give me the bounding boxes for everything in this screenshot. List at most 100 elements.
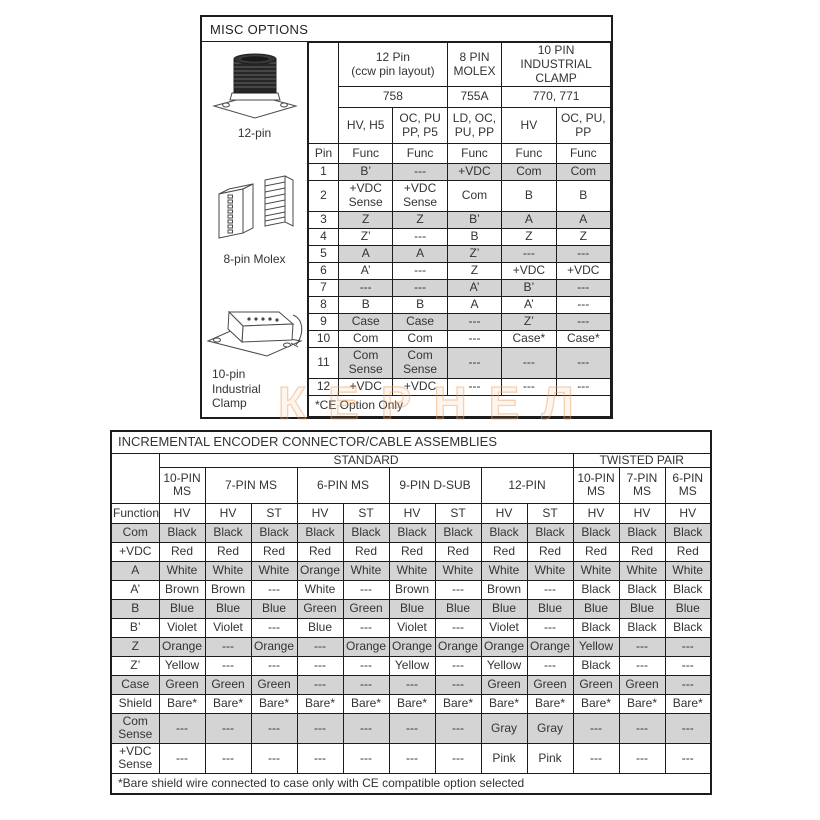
misc-header-variants-row: HV, H5 OC, PU PP, P5 LD, OC, PU, PP HV O… — [309, 107, 612, 145]
encoder-row: Com Black Black Black Black Black Black Black Bl… — [110, 522, 712, 543]
connector-header: 6-PIN MS — [664, 466, 712, 504]
wire-color-cell: --- — [618, 655, 666, 676]
variant-header: HV — [501, 107, 557, 145]
encoder-row: Com Sense --- --- --- --- --- --- --- Gray Gray --… — [110, 712, 712, 744]
misc-func-cell: --- — [392, 163, 448, 182]
wire-color-cell: White — [618, 560, 666, 581]
pin-number: 7 — [308, 278, 339, 297]
misc-pin-row: 11 Com Sense Com Sense --- --- --- — [308, 346, 612, 379]
encoder-group-row: STANDARD TWISTED PAIR — [110, 452, 712, 504]
misc-func-cell: --- — [501, 346, 557, 379]
connector-header: 10-PIN MS — [158, 466, 206, 504]
wire-color-cell: --- — [664, 712, 712, 744]
variant-header: HV, H5 — [337, 107, 394, 145]
misc-func-cell: B — [501, 180, 557, 212]
wire-color-cell: Brown — [158, 579, 206, 600]
variant-header: ST — [526, 502, 574, 524]
wire-color-cell: Blue — [388, 598, 436, 619]
pin-number: 6 — [308, 261, 339, 280]
variant-header: HV — [296, 502, 344, 524]
wire-color-cell: Black — [664, 522, 712, 543]
misc-pin-row: 2 +VDC Sense +VDC Sense Com B B — [308, 180, 612, 212]
func-header: Func — [501, 143, 557, 165]
wire-color-cell: Green — [480, 674, 528, 695]
misc-func-cell: A — [501, 210, 557, 229]
wire-color-cell: Red — [664, 541, 712, 562]
wire-color-cell: Orange — [250, 636, 298, 657]
wire-color-cell: Black — [388, 522, 436, 543]
variant-header: LD, OC, PU, PP — [446, 107, 503, 145]
wire-color-cell: Blue — [158, 598, 206, 619]
misc-pin-row: 5 A A Z’ --- --- — [308, 244, 612, 263]
wire-color-cell: Brown — [480, 579, 528, 600]
wire-color-cell: Black — [572, 655, 620, 676]
wire-color-cell: --- — [526, 617, 574, 638]
wire-color-cell: Violet — [158, 617, 206, 638]
misc-func-cell: +VDC — [392, 377, 448, 396]
wire-color-cell: --- — [342, 712, 390, 744]
wire-color-cell: --- — [618, 636, 666, 657]
wire-color-cell: Black — [158, 522, 206, 543]
connector-header: 7-PIN MS — [618, 466, 666, 504]
misc-func-cell: B’ — [337, 163, 394, 182]
12-pin-connector-icon — [211, 53, 298, 119]
encoder-row: Shield Bare* Bare* Bare* Bare* Bare* Bare* Bare… — [110, 693, 712, 714]
wire-color-cell: Bare* — [158, 693, 206, 714]
wire-color-cell: Violet — [204, 617, 252, 638]
wire-color-cell: --- — [296, 636, 344, 657]
wire-color-cell: Violet — [388, 617, 436, 638]
wire-color-cell: Bare* — [526, 693, 574, 714]
misc-func-cell: +VDC — [555, 261, 612, 280]
encoder-row: Case Green Green Green --- --- --- --- Green Gree… — [110, 674, 712, 695]
function-cell: B — [110, 598, 160, 619]
func-header: Func — [446, 143, 503, 165]
wire-color-cell: --- — [434, 655, 482, 676]
misc-func-cell: Case — [337, 312, 394, 331]
wire-color-cell: --- — [618, 712, 666, 744]
function-column-empty-header — [110, 452, 160, 504]
wire-color-cell: White — [480, 560, 528, 581]
function-cell: Shield — [110, 693, 160, 714]
wire-color-cell: White — [158, 560, 206, 581]
wire-color-cell: Brown — [388, 579, 436, 600]
encoder-row: A White White White Orange White White White Whi… — [110, 560, 712, 581]
wire-color-cell: Bare* — [296, 693, 344, 714]
wire-color-cell: Orange — [342, 636, 390, 657]
misc-func-cell: B’ — [501, 278, 557, 297]
wire-color-cell: Red — [204, 541, 252, 562]
wire-color-cell: Black — [618, 522, 666, 543]
wire-color-cell: Pink — [526, 742, 574, 774]
wire-color-cell: Black — [526, 522, 574, 543]
wire-color-cell: --- — [250, 742, 298, 774]
misc-func-cell: Z’ — [337, 227, 394, 246]
wire-color-cell: --- — [342, 674, 390, 695]
variant-header: HV — [388, 502, 436, 524]
misc-func-cell: A — [555, 210, 612, 229]
wire-color-cell: --- — [572, 712, 620, 744]
10-pin-industrial-clamp-icon — [205, 311, 303, 357]
wire-color-cell: --- — [204, 655, 252, 676]
wire-color-cell: Blue — [296, 617, 344, 638]
misc-func-cell: B’ — [446, 210, 503, 229]
misc-pin-row: 8 B B A A’ --- — [308, 295, 612, 314]
wire-color-cell: --- — [664, 674, 712, 695]
wire-color-cell: Blue — [664, 598, 712, 619]
pin-number: 9 — [308, 312, 339, 331]
wire-color-cell: Yellow — [572, 636, 620, 657]
func-header: Func — [555, 143, 612, 165]
wire-color-cell: Red — [434, 541, 482, 562]
wire-color-cell: Bare* — [480, 693, 528, 714]
wire-color-cell: --- — [250, 617, 298, 638]
misc-pin-row: 12 +VDC +VDC --- --- --- — [308, 377, 612, 396]
misc-func-cell: A — [392, 244, 448, 263]
wire-color-cell: --- — [296, 712, 344, 744]
wire-color-cell: --- — [572, 742, 620, 774]
wire-color-cell: Green — [618, 674, 666, 695]
misc-func-cell: --- — [446, 377, 503, 396]
misc-func-cell: A’ — [446, 278, 503, 297]
encoder-row: B Blue Blue Blue Green Green Blue Blue Blue Blue B… — [110, 598, 712, 619]
misc-func-cell: Z — [501, 227, 557, 246]
misc-func-cell: --- — [501, 377, 557, 396]
misc-func-cell: --- — [392, 261, 448, 280]
